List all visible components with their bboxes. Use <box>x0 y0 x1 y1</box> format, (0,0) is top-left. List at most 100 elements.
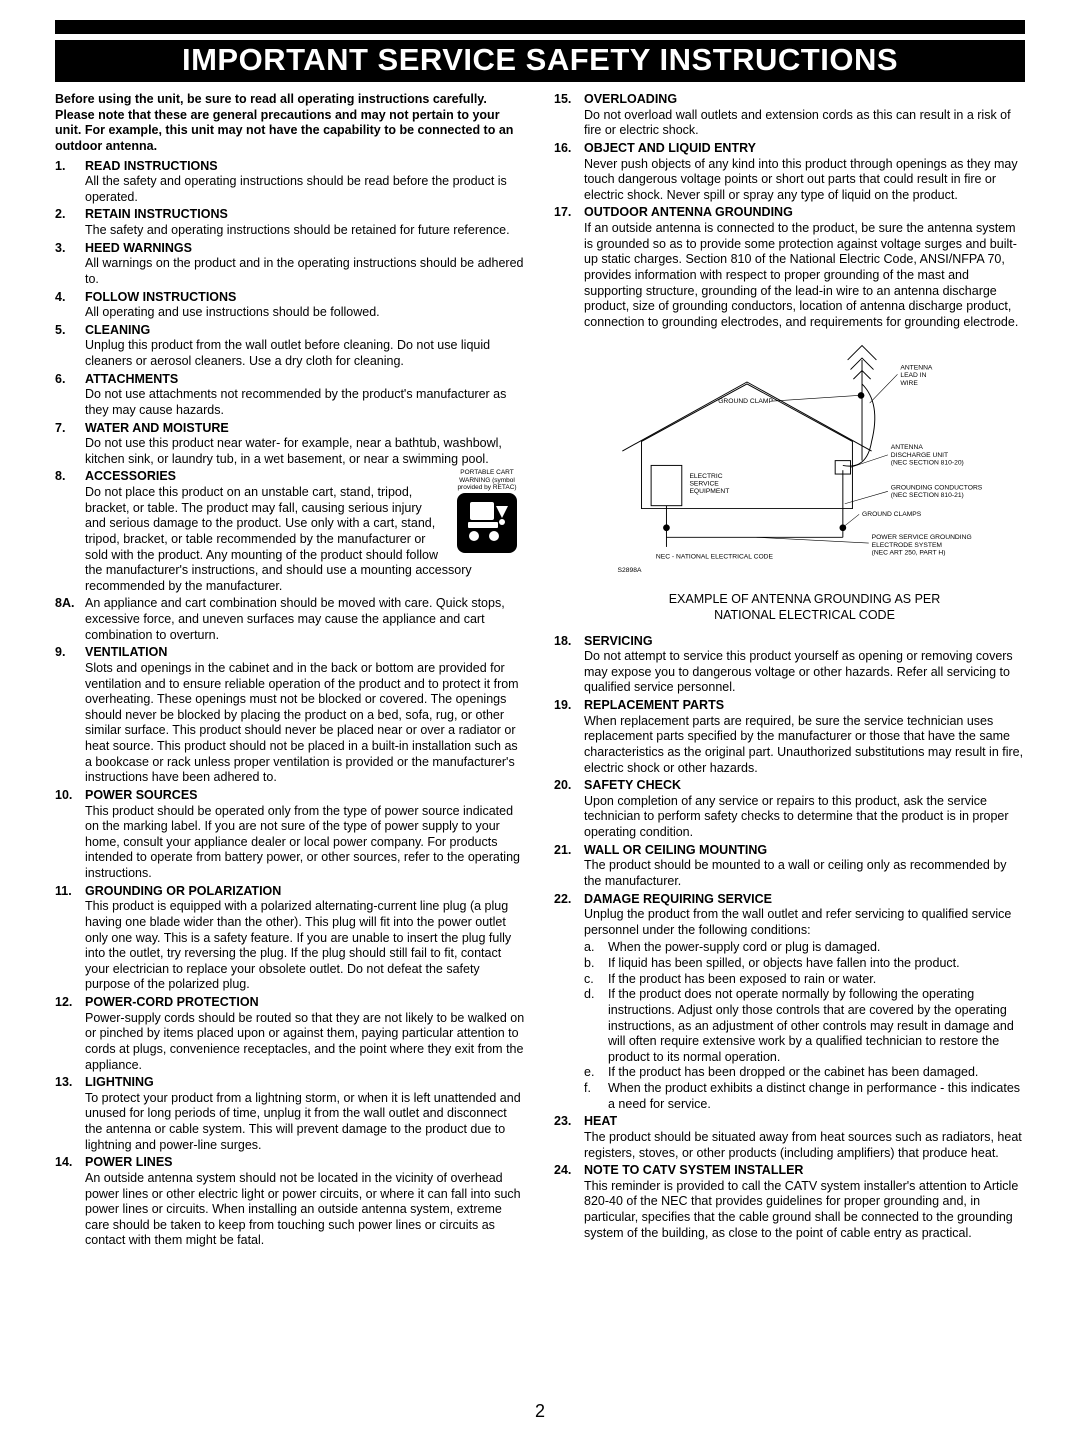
list-item: 18.SERVICINGDo not attempt to service th… <box>554 634 1025 697</box>
item-heading: RETAIN INSTRUCTIONS <box>85 207 228 221</box>
item-number: 13. <box>55 1075 85 1153</box>
item-text: Unplug the product from the wall outlet … <box>584 907 1011 937</box>
sub-letter: f. <box>584 1081 608 1112</box>
list-item: 3.HEED WARNINGSAll warnings on the produ… <box>55 241 526 288</box>
item-heading: DAMAGE REQUIRING SERVICE <box>584 892 772 906</box>
list-item: 10.POWER SOURCESThis product should be o… <box>55 788 526 882</box>
page-number: 2 <box>0 1401 1080 1422</box>
item-number: 22. <box>554 892 584 1113</box>
cart-warning-icon <box>456 492 518 554</box>
item-heading: WALL OR CEILING MOUNTING <box>584 843 767 857</box>
right-list: 15.OVERLOADINGDo not overload wall outle… <box>554 92 1025 1241</box>
item-text: Never push objects of any kind into this… <box>584 157 1018 202</box>
item-text: Do not use attachments not recommended b… <box>85 387 506 417</box>
item-body: POWER-CORD PROTECTION Power-supply cords … <box>85 995 526 1073</box>
item-heading: ATTACHMENTS <box>85 372 178 386</box>
svg-text:ELECTRIC: ELECTRIC <box>689 473 722 480</box>
svg-text:(NEC ART 250, PART H): (NEC ART 250, PART H) <box>872 550 946 557</box>
item-body: NOTE TO CATV SYSTEM INSTALLER This remind… <box>584 1163 1025 1241</box>
sub-list: a.When the power-supply cord or plug is … <box>584 940 1025 1112</box>
list-item: 11.GROUNDING OR POLARIZATIONThis product… <box>55 884 526 993</box>
item-number: 23. <box>554 1114 584 1161</box>
item-number: 14. <box>55 1155 85 1249</box>
item-text: Do not place this product on an unstable… <box>85 485 472 593</box>
item-text: This product should be operated only fro… <box>85 804 520 881</box>
item-text: If an outside antenna is connected to th… <box>584 221 1018 329</box>
item-text: Do not overload wall outlets and extensi… <box>584 108 1011 138</box>
list-item: 20.SAFETY CHECKUpon completion of any se… <box>554 778 1025 841</box>
page: IMPORTANT SERVICE SAFETY INSTRUCTIONS Be… <box>0 0 1080 1440</box>
item-text: All the safety and operating instruction… <box>85 174 507 204</box>
sub-item: f.When the product exhibits a distinct c… <box>584 1081 1025 1112</box>
svg-text:ELECTRODE SYSTEM: ELECTRODE SYSTEM <box>872 542 943 549</box>
item-heading: FOLLOW INSTRUCTIONS <box>85 290 236 304</box>
left-column: Before using the unit, be sure to read a… <box>55 92 526 1251</box>
item-number: 2. <box>55 207 85 238</box>
sub-letter: b. <box>584 956 608 972</box>
right-column: 15.OVERLOADINGDo not overload wall outle… <box>554 92 1025 1251</box>
item-text: Power-supply cords should be routed so t… <box>85 1011 524 1072</box>
item-body: OBJECT AND LIQUID ENTRYNever push object… <box>584 141 1025 204</box>
sub-text: If the product does not operate normally… <box>608 987 1025 1065</box>
item-text: All warnings on the product and in the o… <box>85 256 523 286</box>
item-text: This reminder is provided to call the CA… <box>584 1179 1018 1240</box>
item-text: The product should be situated away from… <box>584 1130 1022 1160</box>
sub-text: If the product has been exposed to rain … <box>608 972 1025 988</box>
svg-text:LEAD IN: LEAD IN <box>900 373 926 380</box>
item-body: An appliance and cart combination should… <box>85 596 526 643</box>
item-heading: VENTILATION <box>85 645 167 659</box>
item-heading: LIGHTNING <box>85 1075 154 1089</box>
item-text: Do not attempt to service this product y… <box>584 649 1013 694</box>
list-item: 16.OBJECT AND LIQUID ENTRYNever push obj… <box>554 141 1025 204</box>
item-number: 24. <box>554 1163 584 1241</box>
item-number: 20. <box>554 778 584 841</box>
item-heading: WATER AND MOISTURE <box>85 421 229 435</box>
item-number: 7. <box>55 421 85 468</box>
sub-item: b.If liquid has been spilled, or objects… <box>584 956 1025 972</box>
svg-text:(NEC SECTION 810-20): (NEC SECTION 810-20) <box>891 460 964 467</box>
svg-text:(NEC SECTION 810-21): (NEC SECTION 810-21) <box>891 492 964 499</box>
item-heading: READ INSTRUCTIONS <box>85 159 218 173</box>
list-item: 23.HEAT The product should be situated aw… <box>554 1114 1025 1161</box>
sub-letter: a. <box>584 940 608 956</box>
item-heading: NOTE TO CATV SYSTEM INSTALLER <box>584 1163 803 1177</box>
item-heading: ACCESSORIES <box>85 469 176 483</box>
sub-item: d.If the product does not operate normal… <box>584 987 1025 1065</box>
item-text: An outside antenna system should not be … <box>85 1171 521 1248</box>
item-text: All operating and use instructions shoul… <box>85 305 380 319</box>
sub-item: c.If the product has been exposed to rai… <box>584 972 1025 988</box>
item-body: GROUNDING OR POLARIZATIONThis product is… <box>85 884 526 993</box>
item-heading: OUTDOOR ANTENNA GROUNDING <box>584 205 793 219</box>
list-item: 19.REPLACEMENT PARTSWhen replacement par… <box>554 698 1025 776</box>
item-body: REPLACEMENT PARTSWhen replacement parts … <box>584 698 1025 776</box>
item-heading: POWER-CORD PROTECTION <box>85 995 259 1009</box>
item-body: FOLLOW INSTRUCTIONSAll operating and use… <box>85 290 526 321</box>
list-item: 8. PORTABLE CART WARNING (symbol provide… <box>55 469 526 594</box>
item-text: This product is equipped with a polarize… <box>85 899 511 991</box>
item-body: VENTILATIONSlots and openings in the cab… <box>85 645 526 786</box>
item-body: DAMAGE REQUIRING SERVICEUnplug the produ… <box>584 892 1025 1113</box>
item-body: SAFETY CHECKUpon completion of any servi… <box>584 778 1025 841</box>
intro-text: Before using the unit, be sure to read a… <box>55 92 526 155</box>
svg-text:GROUNDING CONDUCTORS: GROUNDING CONDUCTORS <box>891 485 983 492</box>
item-body: WATER AND MOISTUREDo not use this produc… <box>85 421 526 468</box>
list-item: 9.VENTILATIONSlots and openings in the c… <box>55 645 526 786</box>
sub-letter: e. <box>584 1065 608 1081</box>
item-number: 5. <box>55 323 85 370</box>
item-number: 21. <box>554 843 584 890</box>
cart-warning-inset: PORTABLE CART WARNING (symbol provided b… <box>448 469 526 553</box>
item-text: To protect your product from a lightning… <box>85 1091 521 1152</box>
item-text: The safety and operating instructions sh… <box>85 223 510 237</box>
sub-text: If the product has been dropped or the c… <box>608 1065 1025 1081</box>
svg-text:NEC - NATIONAL ELECTRICAL CODE: NEC - NATIONAL ELECTRICAL CODE <box>656 554 774 561</box>
svg-text:S2898A: S2898A <box>618 567 642 574</box>
item-number: 16. <box>554 141 584 204</box>
item-number: 15. <box>554 92 584 139</box>
item-heading: HEAT <box>584 1114 617 1128</box>
list-item: 2.RETAIN INSTRUCTIONS The safety and oper… <box>55 207 526 238</box>
item-body: SERVICINGDo not attempt to service this … <box>584 634 1025 697</box>
list-item: 6.ATTACHMENTSDo not use attachments not … <box>55 372 526 419</box>
list-item: 22.DAMAGE REQUIRING SERVICEUnplug the pr… <box>554 892 1025 1113</box>
item-number: 1. <box>55 159 85 206</box>
list-item: 12.POWER-CORD PROTECTIONPower-supply cor… <box>55 995 526 1073</box>
